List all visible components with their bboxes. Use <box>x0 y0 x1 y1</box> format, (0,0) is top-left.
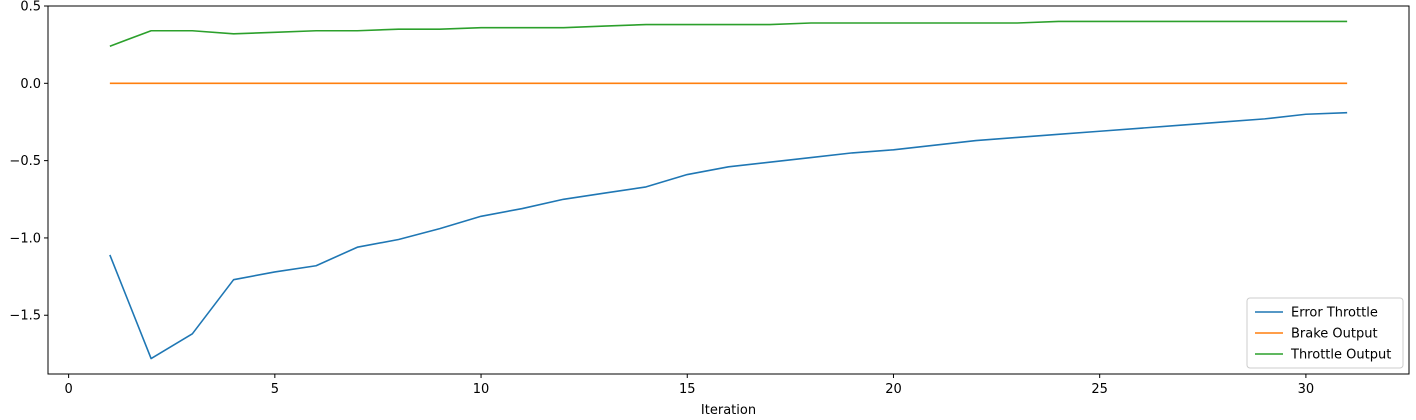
x-tick-label: 20 <box>885 382 902 397</box>
legend-box <box>1246 297 1404 369</box>
plot-lines <box>109 20 1348 360</box>
y-tick-label: −1.5 <box>9 309 41 324</box>
y-axis-ticks: 0.5 0.0 −0.5 −1.0 −1.5 <box>9 0 48 324</box>
x-tick-label: 0 <box>64 382 72 397</box>
legend: Error Throttle Brake Output Throttle Outpu… <box>1246 297 1404 369</box>
x-axis-label: Iteration <box>701 403 756 418</box>
axes-border <box>47 5 1410 375</box>
x-tick-label: 15 <box>679 382 696 397</box>
x-tick-label: 25 <box>1091 382 1108 397</box>
y-tick-label: 0.0 <box>20 77 41 92</box>
legend-label: Throttle Output <box>1290 348 1391 363</box>
x-tick-label: 5 <box>271 382 279 397</box>
legend-label: Brake Output <box>1291 327 1378 342</box>
y-tick-label: 0.5 <box>20 0 41 15</box>
x-tick-label: 30 <box>1298 382 1315 397</box>
x-tick-label: 10 <box>473 382 490 397</box>
series-line-0 <box>109 111 1348 360</box>
y-tick-label: −1.0 <box>9 231 41 246</box>
x-axis-ticks: 0 5 10 15 20 25 30 <box>64 374 1314 397</box>
legend-label: Error Throttle <box>1291 306 1378 321</box>
axes-frame <box>47 5 1410 375</box>
y-tick-label: −0.5 <box>9 154 41 169</box>
series-line-2 <box>109 20 1348 47</box>
